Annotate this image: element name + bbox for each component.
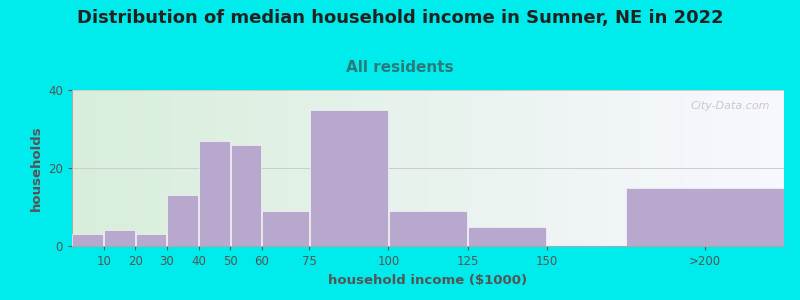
Bar: [310, 110, 388, 246]
Bar: [73, 234, 103, 246]
Bar: [262, 211, 309, 246]
Text: City-Data.com: City-Data.com: [690, 101, 770, 111]
Bar: [389, 211, 467, 246]
Y-axis label: households: households: [30, 125, 42, 211]
Bar: [468, 226, 546, 246]
Bar: [104, 230, 135, 246]
Bar: [136, 234, 166, 246]
X-axis label: household income ($1000): household income ($1000): [329, 274, 527, 286]
Bar: [199, 141, 230, 246]
Bar: [167, 195, 198, 246]
Text: All residents: All residents: [346, 60, 454, 75]
Text: Distribution of median household income in Sumner, NE in 2022: Distribution of median household income …: [77, 9, 723, 27]
Bar: [626, 188, 783, 246]
Bar: [230, 145, 262, 246]
